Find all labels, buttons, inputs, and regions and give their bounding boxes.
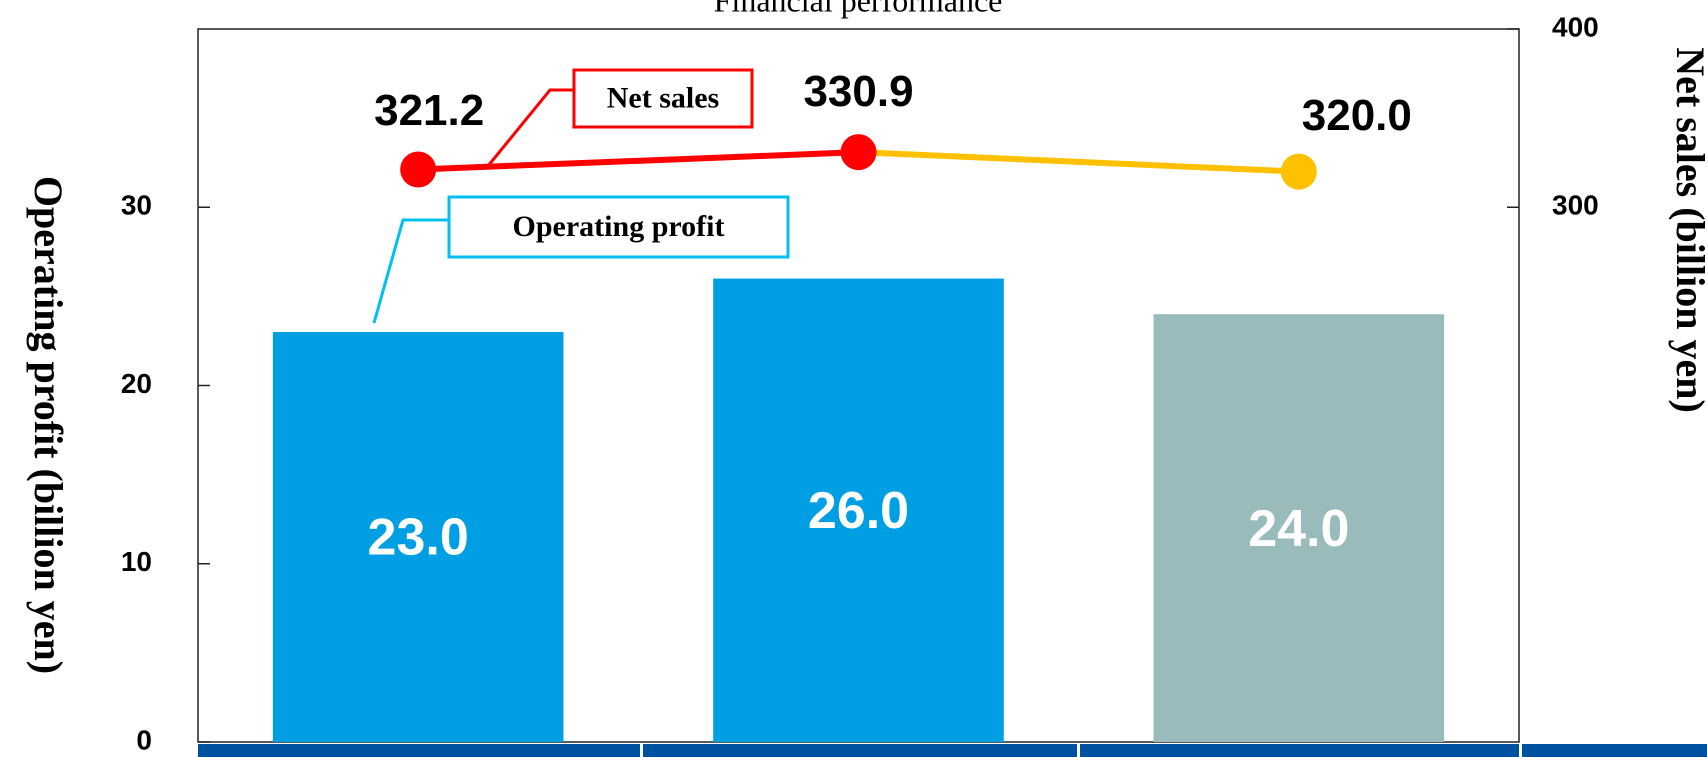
y2-tick-label: 300 [1552, 190, 1599, 221]
bar [1153, 314, 1445, 742]
line-value-label: 330.9 [803, 67, 913, 116]
legend-box [447, 195, 790, 259]
y-tick-label: 10 [121, 546, 152, 577]
bar [713, 278, 1004, 742]
bar-value-label: 26.0 [808, 482, 909, 540]
y-axis-title: Operating profit (billion yen) [26, 176, 71, 674]
chart-title: Financial performance [714, 0, 1003, 18]
line-marker [1280, 153, 1317, 190]
y2-axis-title: Net sales (billion yen) [1668, 47, 1707, 413]
bar [272, 332, 564, 742]
category-cell [1080, 744, 1519, 757]
legend-label: Operating profit [513, 210, 725, 243]
line-segment [858, 149, 1299, 175]
line-value-label: 320.0 [1302, 91, 1412, 140]
bar-value-label: 23.0 [368, 509, 469, 567]
y-tick-label: 0 [136, 724, 152, 755]
category-cell [1522, 744, 1707, 757]
legend-leader [486, 88, 574, 167]
legend-label: Net sales [607, 81, 719, 114]
y-tick-label: 30 [121, 190, 152, 221]
line-marker [400, 151, 437, 188]
line-segment [418, 149, 859, 173]
legend-box [572, 68, 754, 129]
line-marker [840, 134, 877, 171]
y-tick-label: 20 [121, 368, 152, 399]
legend-leader [372, 218, 449, 324]
line-value-label: 321.2 [374, 86, 484, 135]
category-cell [643, 744, 1077, 757]
bar-value-label: 24.0 [1248, 500, 1349, 558]
y2-tick-label: 400 [1552, 11, 1599, 42]
category-cell [198, 744, 640, 757]
category-band [198, 744, 1707, 757]
